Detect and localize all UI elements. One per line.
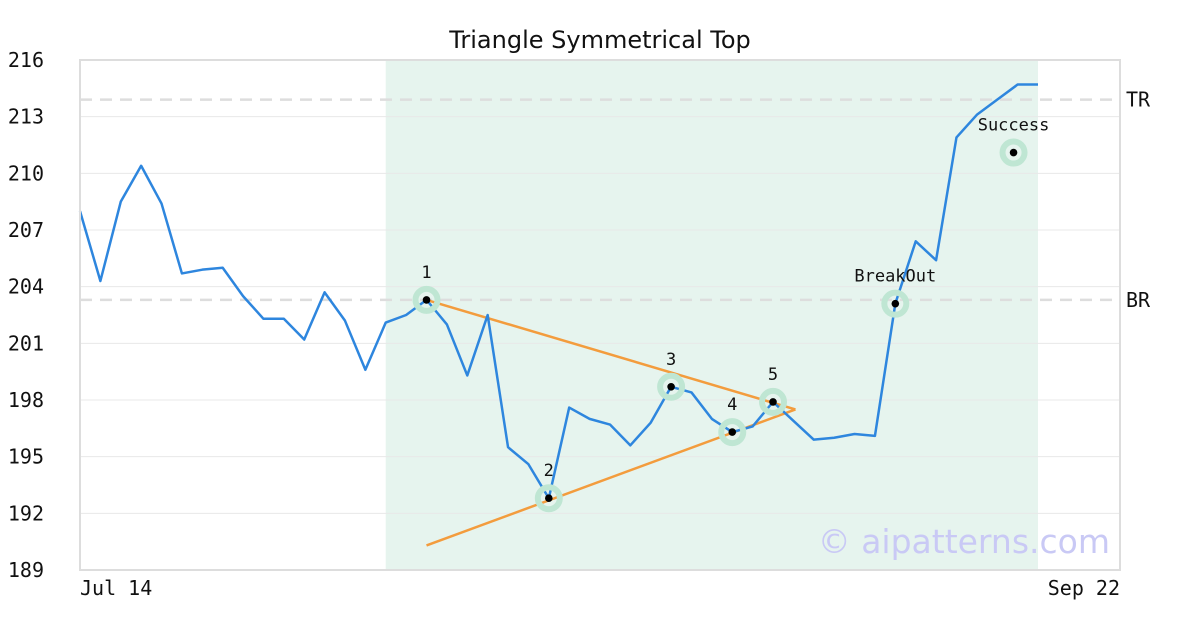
y-tick-label: 192 [8, 501, 44, 525]
y-tick-label: 195 [8, 445, 44, 469]
pattern-points: 1 2 3 4 5 BreakOut Success [412, 116, 1050, 513]
watermark: © aipatterns.com [818, 522, 1110, 561]
point-label: 4 [727, 395, 737, 415]
plot-frame [79, 59, 1121, 571]
y-tick-label: 198 [8, 388, 44, 412]
level-lines: TR BR [80, 88, 1151, 312]
point-dot [891, 299, 900, 308]
x-tick-label: Sep 22 [1048, 576, 1120, 600]
y-tick-label: 207 [8, 218, 44, 242]
point-label: 3 [666, 350, 676, 370]
pattern-highlight-zone [385, 60, 1038, 570]
point-ring [759, 387, 788, 416]
pattern-point: 4 [718, 395, 747, 447]
point-dot [1009, 148, 1018, 157]
y-tick-label: 210 [8, 161, 44, 185]
point-ring [718, 418, 747, 447]
point-dot [667, 382, 675, 391]
point-ring [412, 285, 441, 314]
point-label: 5 [768, 365, 778, 385]
point-label: 2 [544, 461, 554, 481]
y-tick-label: 201 [8, 331, 44, 355]
point-dot [422, 296, 431, 304]
pattern-point: 5 [759, 365, 788, 416]
point-label: 1 [421, 263, 431, 283]
point-ring [881, 289, 910, 318]
pattern-point: 1 [412, 263, 441, 314]
point-ring [657, 372, 686, 401]
y-tick-label: 213 [8, 105, 44, 129]
point-label: BreakOut [854, 267, 936, 287]
x-tick-label: Jul 14 [80, 576, 152, 600]
point-dot [728, 428, 737, 436]
y-tick-label: 189 [8, 558, 44, 582]
x-axis-ticks: Jul 14 Sep 22 [80, 576, 1120, 600]
price-series-line [78, 83, 1038, 500]
pattern-point: Success [978, 116, 1050, 167]
level-label: TR [1126, 88, 1151, 112]
pattern-point: 2 [534, 461, 563, 513]
point-dot [769, 398, 777, 406]
point-label: Success [978, 116, 1050, 136]
level-label: BR [1126, 288, 1151, 312]
y-tick-label: 204 [8, 275, 44, 299]
chart-title: Triangle Symmetrical Top [448, 26, 751, 54]
pattern-point: BreakOut [854, 267, 936, 318]
y-tick-label: 216 [8, 48, 44, 72]
point-dot [545, 494, 553, 503]
point-ring [534, 484, 563, 513]
pattern-point: 3 [657, 350, 686, 401]
y-axis-ticks: 189 192 195 198 201 204 207 210 213 216 [8, 48, 44, 582]
point-ring [999, 138, 1028, 167]
